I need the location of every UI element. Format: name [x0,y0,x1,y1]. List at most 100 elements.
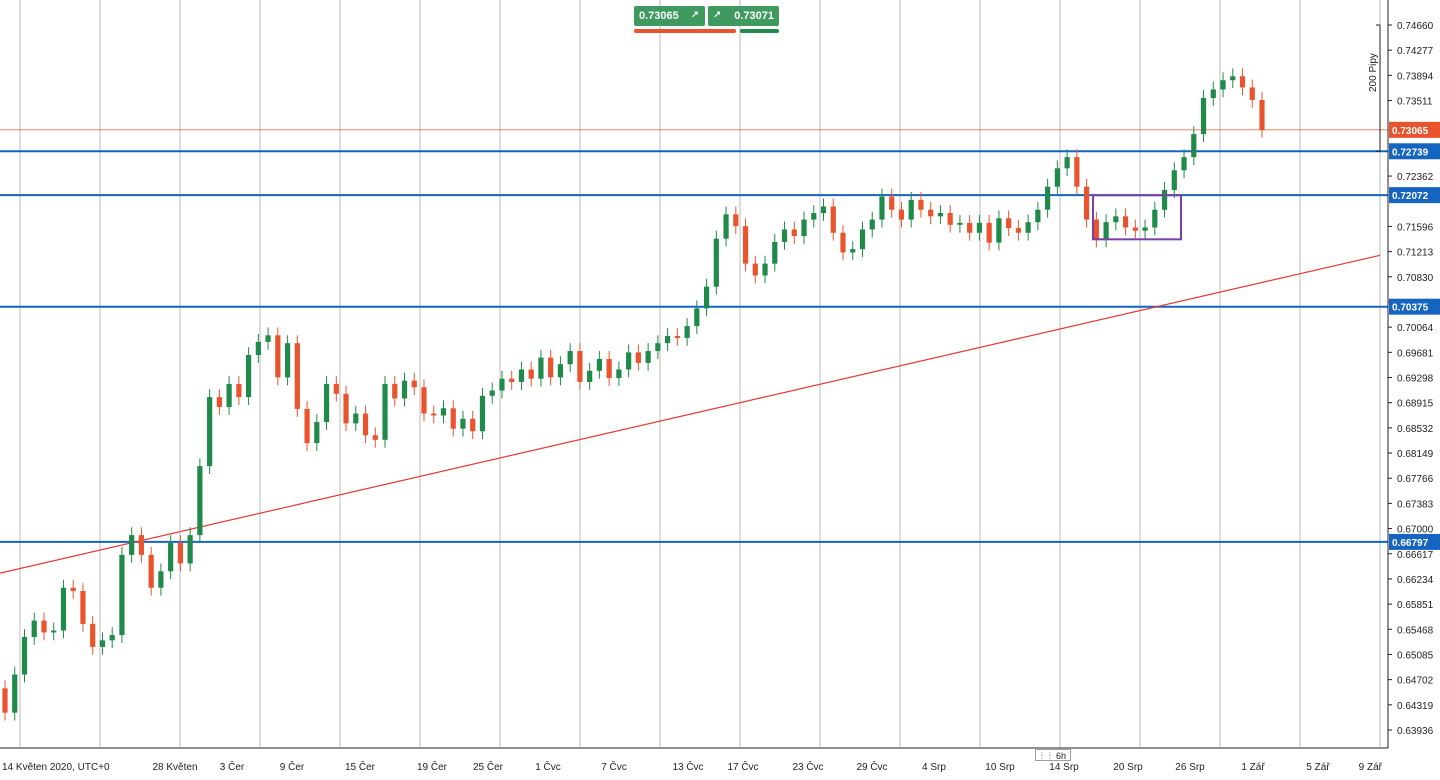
y-tick-label: 0.64319 [1397,701,1434,712]
y-tick-label: 0.71596 [1397,222,1434,233]
candle-body [1191,134,1197,158]
current-price-label-box [1389,121,1440,138]
consolidation-box-layer [1092,194,1182,241]
buy-sentiment-bar [740,29,779,33]
candle-body [1122,216,1129,228]
candle-body [275,335,281,378]
y-tick-label: 0.63936 [1397,726,1434,737]
candle-body [12,674,18,713]
x-tick-label: 14 Květen 2020, UTC+0 [2,762,110,773]
y-tick-label: 0.70064 [1397,323,1434,334]
candle-body [119,554,125,636]
candle-body [1142,227,1148,231]
candle-body [1054,168,1060,187]
x-tick-label: 3 Čer [220,760,245,773]
candle-body [752,263,758,276]
candle-body [1045,186,1051,210]
candle-body [1200,97,1207,135]
buy-button[interactable]: ↗ 0.73071 [708,6,779,26]
candle-body [509,378,515,382]
candle-body [1035,209,1041,223]
candle-body [548,357,554,378]
candle-body [879,196,885,220]
candle-body [177,543,183,564]
candle-body [567,351,573,365]
x-tick-label: 9 Zář [1359,762,1383,773]
candlestick-series [2,68,1265,721]
level-label: 0.70375 [1392,303,1429,314]
y-tick-label: 0.68149 [1397,449,1434,460]
candle-body [976,222,983,233]
y-tick-label: 0.74277 [1397,46,1434,57]
x-tick-label: 25 Čer [473,760,504,773]
candle-body [216,397,222,407]
sell-price: 0.73065 [639,10,679,22]
y-tick-label: 0.69681 [1397,348,1434,359]
candle-body [840,232,846,253]
candle-body [401,380,408,399]
candle-body [207,397,213,467]
level-label-box [1389,533,1440,550]
x-tick-label: 4 Srp [922,762,946,773]
candle-body [606,358,612,379]
candle-body [820,206,827,214]
candle-body [333,383,339,394]
candle-body [781,229,788,242]
candle-body [1084,186,1090,220]
candle-body [31,620,37,638]
candle-body [70,587,76,592]
x-tick-label: 13 Čvc [672,760,703,773]
candle-body [138,535,145,555]
y-tick-label: 0.67000 [1397,525,1434,536]
candle-body [616,369,622,379]
y-tick-label: 0.65851 [1397,600,1434,611]
y-tick-label: 0.69298 [1397,374,1434,385]
candle-body [187,535,193,564]
candle-body [255,341,261,356]
candle-body [372,435,378,440]
candle-body [947,213,953,225]
level-label: 0.72072 [1392,191,1429,202]
sell-button[interactable]: 0.73065 ↗ [634,6,705,26]
candle-body [557,364,564,378]
candle-body [762,263,768,276]
candle-body [1103,222,1109,240]
trendline[interactable] [0,254,1381,574]
current-price-label: 0.73065 [1392,126,1429,137]
candle-body [489,390,495,396]
candle-body [197,466,203,536]
candle-body [742,226,749,264]
x-tick-label: 26 Srp [1175,762,1205,773]
candle-body [986,222,992,243]
candle-body [1064,157,1070,169]
candle-body [499,378,505,391]
level-label-box [1389,298,1440,315]
candle-body [226,383,232,407]
x-tick-label: 9 Čer [280,760,305,773]
candle-body [392,383,398,399]
level-label-box [1389,143,1440,160]
buy-price: 0.73071 [734,10,774,22]
consolidation-box[interactable] [1092,194,1182,241]
candle-body [2,688,8,713]
sell-sentiment-bar [634,29,736,33]
x-tick-label: 1 Čvc [535,760,561,773]
candle-body [80,591,86,624]
candle-body [109,635,115,641]
candle-body [674,335,680,338]
y-tick-label: 0.65468 [1397,625,1434,636]
candle-body [1132,227,1138,231]
timeframe-selector[interactable]: ⋮⋮ 6h [1035,749,1071,761]
candle-body [1210,89,1216,98]
candle-body [265,335,271,342]
y-tick-label: 0.70830 [1397,273,1434,284]
candle-body [470,418,476,432]
level-label-box [1389,187,1440,204]
grid [19,0,1381,748]
candle-body [869,219,875,230]
x-tick-label: 29 Čvc [856,760,887,773]
candle-body [908,199,914,220]
candle-body [723,214,729,239]
